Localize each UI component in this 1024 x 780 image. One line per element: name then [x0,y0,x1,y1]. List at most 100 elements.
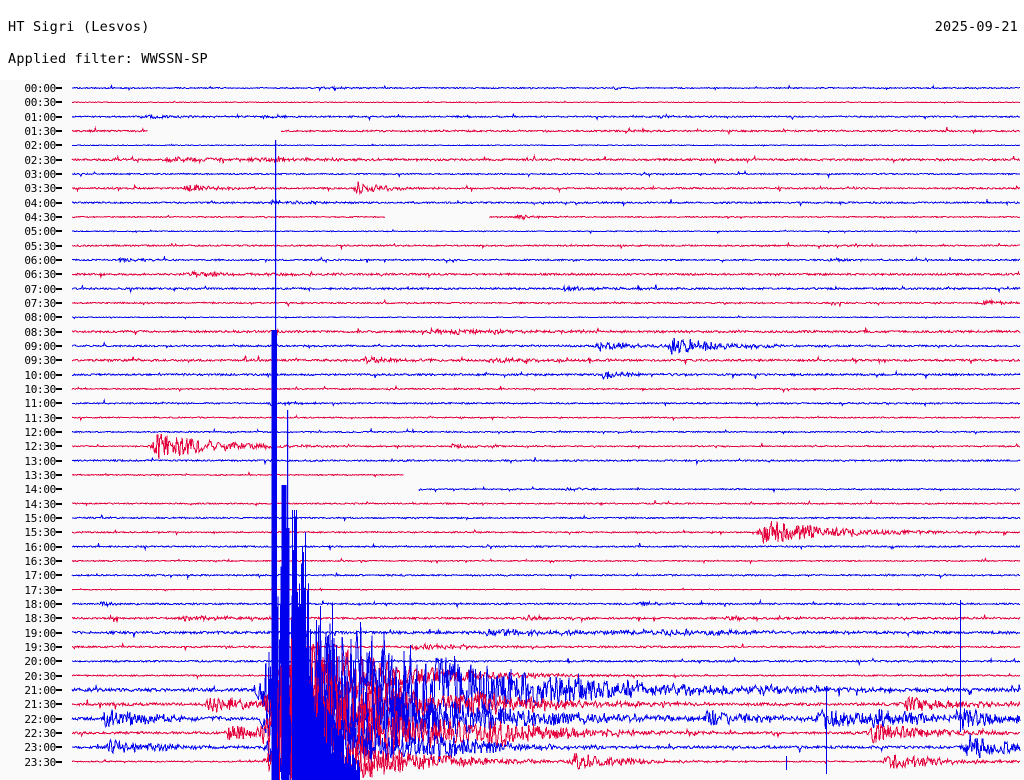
time-tick [56,402,62,405]
mainshock-coda [314,711,315,780]
time-label: 19:00 [24,626,56,640]
trace-line [71,169,1021,179]
trace-line [71,427,1021,435]
mainshock-coda [352,754,353,780]
time-tick [56,101,62,104]
mainshock-coda [343,736,344,780]
mainshock-coda [315,705,316,780]
trace-line [72,228,1021,235]
trace-line [71,618,1021,727]
mainshock-coda [317,713,318,780]
station-title: HT Sigri (Lesvos) [8,19,150,35]
trace-line [280,126,1021,136]
trace-line [71,587,1020,592]
time-label: 09:00 [24,339,56,353]
time-label: 14:30 [24,497,56,511]
mainshock-coda [347,763,348,780]
time-label: 15:00 [24,511,56,525]
time-tick [56,445,62,448]
time-tick [56,158,62,161]
aftershock-marker [826,686,827,774]
trace-line [71,557,1021,565]
mainshock-coda [307,590,308,780]
mainshock-coda [297,591,298,780]
mainshock-coda [322,671,323,780]
trace-line [71,642,1021,651]
mainshock-coda [300,604,301,780]
mainshock-coda [340,731,341,780]
time-label: 12:00 [24,425,56,439]
time-label: 19:30 [24,640,56,654]
mainshock-coda [320,690,321,780]
mainshock-coda [312,697,313,780]
applied-filter-label: Applied filter: WWSSN-SP [8,51,208,67]
time-tick [56,430,62,433]
time-tick [56,631,62,634]
time-tick [56,187,62,190]
trace-line [71,414,1021,422]
time-tick [56,244,62,247]
time-label: 17:00 [24,569,56,583]
trace-line [71,112,1020,122]
time-tick [56,746,62,749]
mainshock-coda [338,735,339,780]
time-tick [56,215,62,218]
mainshock-coda [310,629,311,780]
time-label: 02:00 [24,139,56,153]
mainshock-coda [313,696,314,780]
mainshock-coda [355,759,356,780]
time-tick [56,129,62,132]
mainshock-saturated-bar [271,330,277,780]
trace-line [71,598,1021,609]
time-tick [56,459,62,462]
trace-line [71,433,1021,459]
trace-line [71,398,1021,408]
time-label: 09:30 [24,354,56,368]
time-label: 18:00 [24,597,56,611]
time-label: 13:30 [24,468,56,482]
time-label: 06:30 [24,268,56,282]
mainshock-coda [325,689,326,780]
mainshock-coda [351,765,352,780]
time-tick [56,87,62,89]
mainshock-coda [353,754,354,780]
mainshock-coda [292,510,293,780]
time-label: 01:30 [24,124,56,138]
time-label: 00:30 [24,96,56,110]
time-label: 07:00 [24,282,56,296]
time-tick [56,674,62,677]
mainshock-coda [323,717,324,780]
time-label: 05:00 [24,225,56,239]
time-tick [56,617,62,620]
mainshock-coda [345,756,346,780]
time-label: 23:00 [24,741,56,755]
mainshock-coda [306,647,307,780]
mainshock-coda [342,736,343,780]
mainshock-coda [324,736,325,780]
time-tick [56,588,62,591]
mainshock-coda [330,708,331,780]
trace-line [71,198,1021,208]
mainshock-coda [301,563,302,780]
trace-line [71,634,1021,772]
mainshock-coda [354,757,355,780]
trace-line [72,499,1021,507]
trace-line [71,521,1021,544]
mainshock-coda [350,755,351,780]
mainshock-coda [337,742,338,780]
seismogram-traces [71,83,1021,780]
time-tick [56,359,62,362]
time-axis: 00:00 00:30 01:00 01:30 02:00 02:30 03:00 03:30… [0,80,62,780]
time-tick [56,688,62,691]
mainshock-coda [293,556,294,780]
mainshock-coda [339,740,340,780]
time-label: 04:00 [24,196,56,210]
trace-line [71,241,1021,251]
mainshock-coda [316,717,317,780]
mainshock-coda [296,510,297,780]
mainshock-coda [295,516,296,780]
time-label: 00:00 [24,82,56,95]
trace-line [71,471,404,479]
aftershock-marker [960,600,961,732]
mainshock-coda [346,747,347,780]
